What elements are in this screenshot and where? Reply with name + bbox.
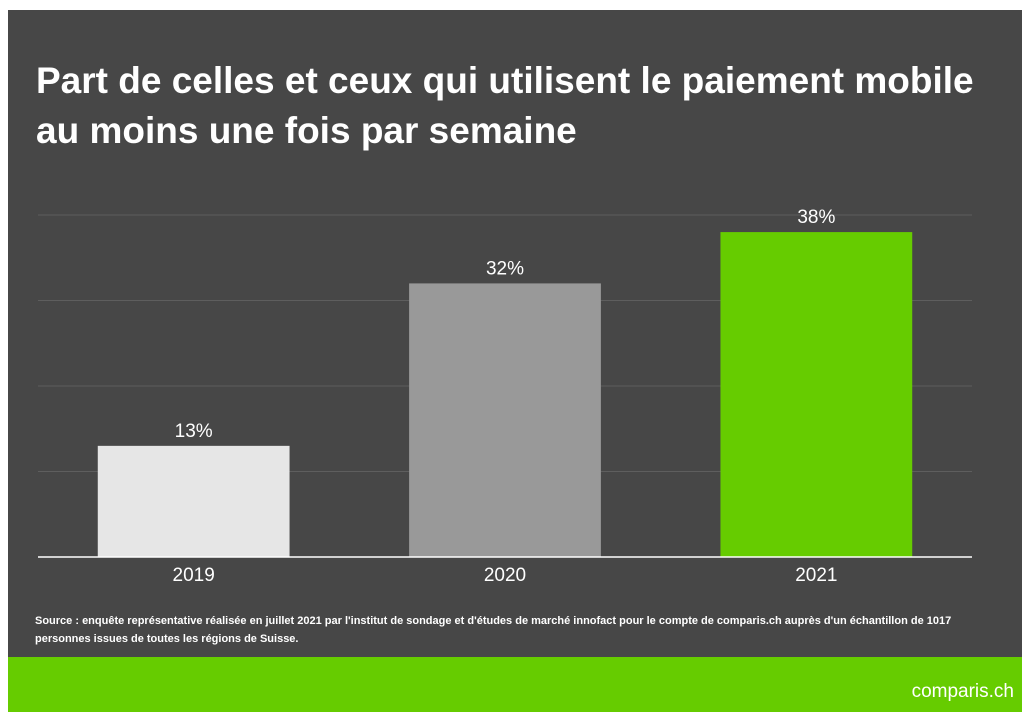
brand-logo: comparis.ch [911, 681, 1014, 702]
x-tick-label: 2021 [795, 565, 837, 586]
value-label: 32% [486, 258, 524, 279]
bar [409, 283, 601, 557]
footer: comparis.ch [8, 657, 1022, 712]
x-tick-label: 2019 [173, 565, 215, 586]
source-note: Source : enquête représentative réalisée… [35, 615, 952, 645]
chart-title: Part de celles et ceux qui utilisent le … [36, 60, 974, 151]
bar [97, 445, 290, 557]
value-label: 13% [175, 421, 213, 442]
value-label: 38% [797, 207, 835, 228]
bar [720, 232, 913, 557]
x-tick-label: 2020 [484, 565, 526, 586]
